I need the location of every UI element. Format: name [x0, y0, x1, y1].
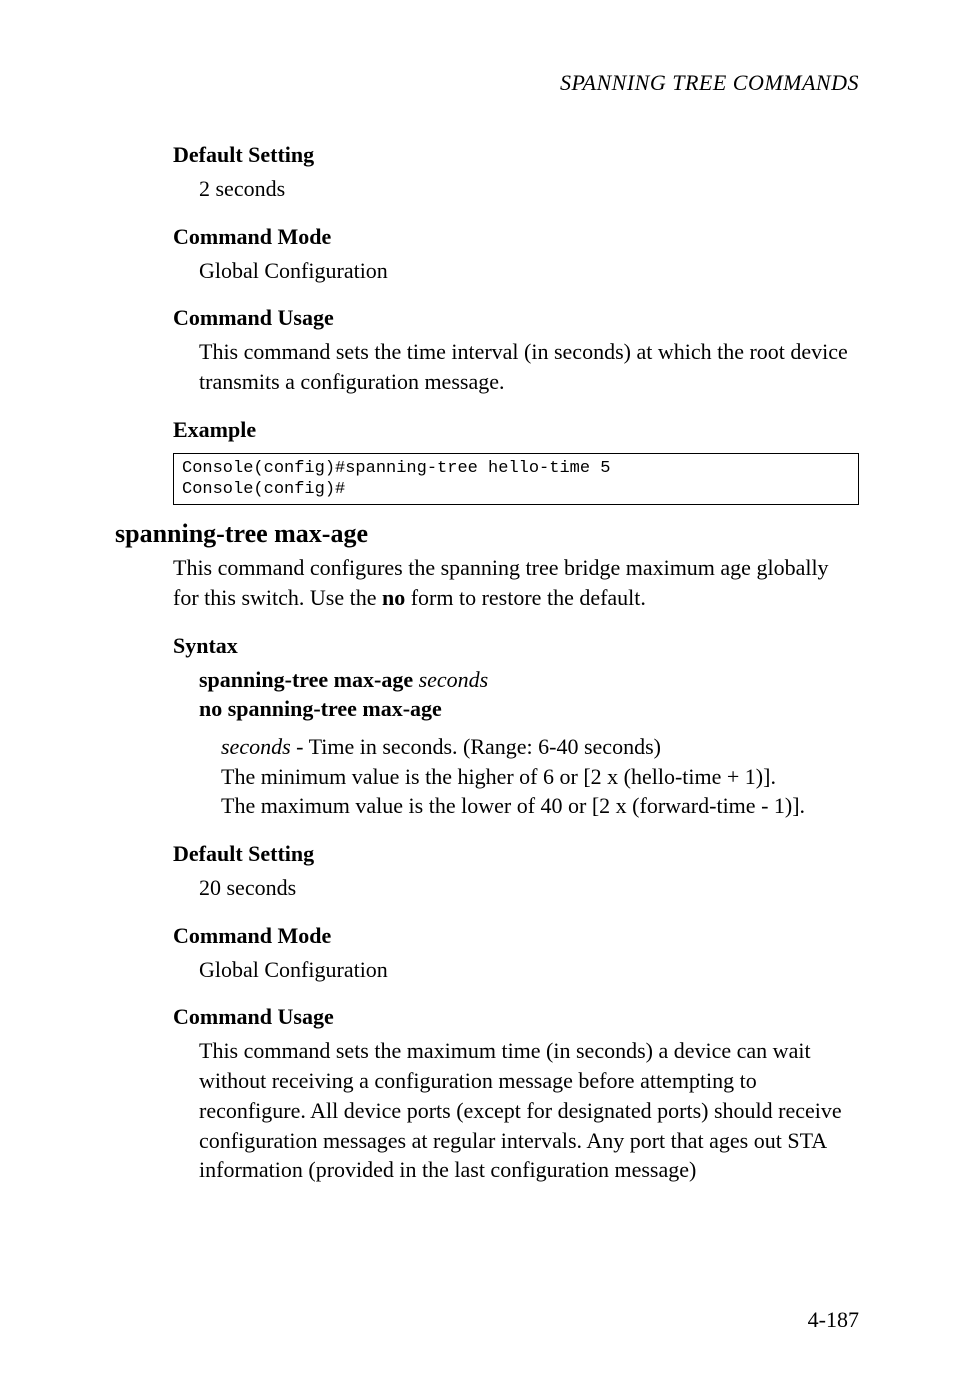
command-intro: This command configures the spanning tre… — [173, 553, 859, 612]
param-line-3: The maximum value is the lower of 40 or … — [221, 793, 805, 818]
heading-command-mode-1: Command Mode — [173, 224, 859, 250]
param-name: seconds — [221, 734, 291, 759]
syntax-arg-1: seconds — [413, 667, 488, 692]
syntax-cmd-2: no spanning-tree max-age — [199, 696, 442, 721]
heading-command-usage-2: Command Usage — [173, 1004, 859, 1030]
heading-example: Example — [173, 417, 859, 443]
syntax-cmd-1: spanning-tree max-age — [199, 667, 413, 692]
content-block: Default Setting 2 seconds Command Mode G… — [173, 142, 859, 1185]
command-title: spanning-tree max-age — [115, 519, 859, 549]
syntax-line-2: no spanning-tree max-age — [199, 694, 859, 724]
heading-syntax: Syntax — [173, 633, 859, 659]
param-line-2: The minimum value is the higher of 6 or … — [221, 764, 776, 789]
heading-command-mode-2: Command Mode — [173, 923, 859, 949]
default-setting-value-1: 2 seconds — [199, 174, 859, 204]
page-number: 4-187 — [808, 1307, 859, 1333]
heading-default-setting-2: Default Setting — [173, 841, 859, 867]
intro-no: no — [382, 585, 405, 610]
heading-default-setting-1: Default Setting — [173, 142, 859, 168]
code-example: Console(config)#spanning-tree hello-time… — [173, 453, 859, 506]
intro-part2: form to restore the default. — [405, 585, 646, 610]
running-header-text: SPANNING TREE COMMANDS — [560, 70, 859, 95]
syntax-line-1: spanning-tree max-age seconds — [199, 665, 859, 695]
command-mode-value-1: Global Configuration — [199, 256, 859, 286]
heading-command-usage-1: Command Usage — [173, 305, 859, 331]
command-mode-value-2: Global Configuration — [199, 955, 859, 985]
default-setting-value-2: 20 seconds — [199, 873, 859, 903]
command-usage-text-2: This command sets the maximum time (in s… — [199, 1036, 859, 1184]
command-usage-text-1: This command sets the time interval (in … — [199, 337, 859, 396]
running-header: SPANNING TREE COMMANDS — [115, 70, 859, 96]
param-description: seconds - Time in seconds. (Range: 6-40 … — [221, 732, 859, 821]
page-container: SPANNING TREE COMMANDS Default Setting 2… — [0, 0, 954, 1388]
param-desc: - Time in seconds. (Range: 6-40 seconds) — [291, 734, 661, 759]
